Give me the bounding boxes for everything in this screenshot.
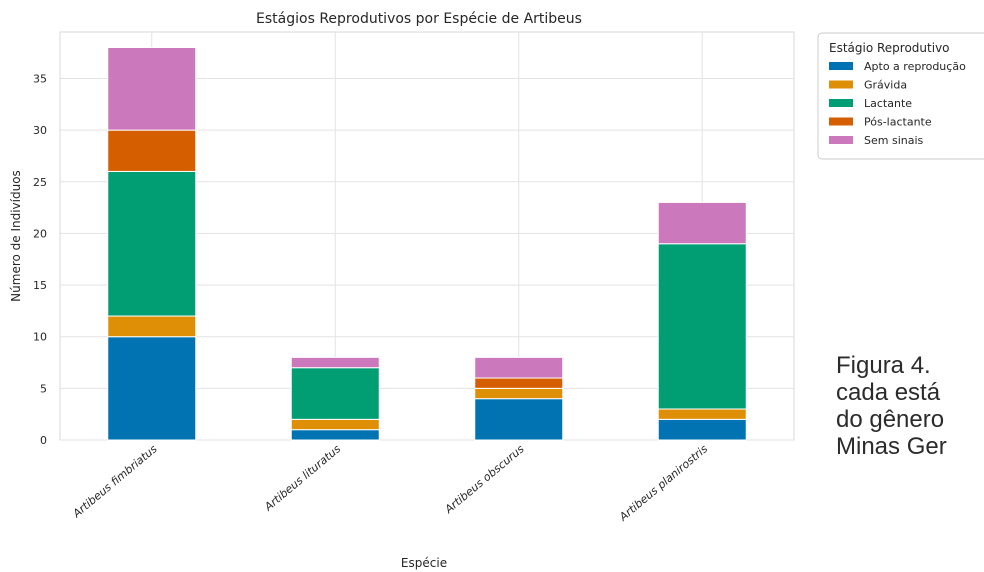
y-ticks: 0 5 10 15 20 25 30 35 (33, 72, 47, 447)
legend-label: Grávida (864, 79, 907, 92)
x-tick-label: Artibeus obscurus (442, 442, 527, 516)
caption-line: do gênero (836, 406, 945, 433)
legend-swatch (829, 62, 853, 70)
caption-line: Minas Ger (836, 433, 947, 460)
bar-segment (474, 377, 564, 389)
y-tick-label: 15 (33, 279, 47, 292)
caption-line: cada está (836, 379, 941, 406)
x-tick-label: Artibeus planirostris (616, 442, 710, 524)
bars (107, 46, 747, 441)
legend-label: Pós-lactante (864, 116, 932, 129)
legend-label: Apto a reprodução (864, 60, 966, 73)
bar-segment (107, 315, 197, 338)
legend-swatch (829, 99, 853, 107)
y-tick-label: 35 (33, 72, 47, 85)
bar-segment (474, 398, 564, 441)
bar-segment (290, 429, 380, 441)
legend-label: Sem sinais (864, 134, 924, 147)
x-tick-label: Artibeus lituratus (261, 442, 343, 514)
bar-segment (107, 170, 197, 317)
legend-title: Estágio Reprodutivo (829, 41, 950, 55)
legend-label: Lactante (864, 97, 912, 110)
bar-segment (657, 201, 747, 245)
bar-segment (290, 367, 380, 420)
x-ticks: Artibeus fimbriatus Artibeus lituratus Art… (70, 442, 711, 524)
legend-swatch (829, 117, 853, 126)
chart-title: Estágios Reprodutivos por Espécie de Art… (256, 11, 582, 27)
y-tick-label: 0 (40, 434, 47, 447)
bar-segment (107, 336, 197, 441)
x-tick-label: Artibeus fimbriatus (70, 442, 160, 521)
y-tick-label: 25 (33, 176, 47, 189)
bar-segment (107, 129, 197, 172)
y-axis-label: Número de Indivíduos (9, 170, 23, 302)
legend: Estágio Reprodutivo Apto a reprodução Grá… (817, 32, 984, 160)
bar-segment (474, 356, 564, 379)
caption-line: Figura 4. (836, 352, 931, 379)
legend-swatch (829, 136, 853, 144)
bar-segment (107, 46, 197, 131)
bar-segment (290, 356, 380, 369)
bar-segment (657, 408, 747, 420)
figure-caption: Figura 4. cada está do gênero Minas Ger (836, 352, 984, 460)
y-tick-label: 30 (33, 124, 47, 137)
y-tick-label: 10 (33, 331, 47, 344)
bar-segment (657, 418, 747, 441)
bar-segment (657, 243, 747, 410)
y-tick-label: 20 (33, 227, 47, 240)
bar-segment (290, 418, 380, 431)
y-tick-label: 5 (40, 382, 47, 395)
x-axis-label: Espécie (401, 556, 447, 570)
legend-swatch (829, 80, 853, 89)
bar-segment (474, 387, 564, 400)
legend-box (817, 32, 984, 160)
